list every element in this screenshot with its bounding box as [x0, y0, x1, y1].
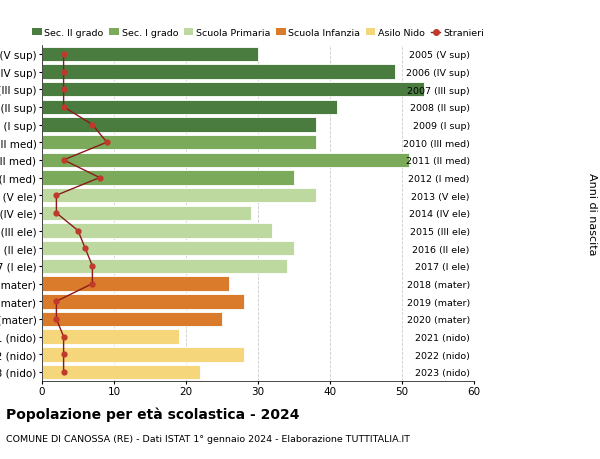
Bar	[42, 312, 222, 326]
Legend: Sec. II grado, Sec. I grado, Scuola Primaria, Scuola Infanzia, Asilo Nido, Stran: Sec. II grado, Sec. I grado, Scuola Prim…	[32, 29, 484, 38]
Text: Popolazione per età scolastica - 2024: Popolazione per età scolastica - 2024	[6, 406, 299, 421]
Bar	[42, 101, 337, 115]
Bar	[42, 224, 272, 238]
Bar	[42, 241, 294, 256]
Bar	[42, 330, 179, 344]
Bar	[42, 189, 316, 203]
Bar	[42, 206, 251, 221]
Text: Anni di nascita: Anni di nascita	[587, 172, 597, 255]
Text: COMUNE DI CANOSSA (RE) - Dati ISTAT 1° gennaio 2024 - Elaborazione TUTTITALIA.IT: COMUNE DI CANOSSA (RE) - Dati ISTAT 1° g…	[6, 434, 410, 443]
Bar	[42, 83, 424, 97]
Bar	[42, 65, 395, 79]
Bar	[42, 277, 229, 291]
Bar	[42, 171, 294, 185]
Bar	[42, 47, 258, 62]
Bar	[42, 118, 316, 133]
Bar	[42, 153, 409, 168]
Bar	[42, 347, 244, 362]
Bar	[42, 136, 316, 150]
Bar	[42, 365, 200, 380]
Bar	[42, 294, 244, 309]
Bar	[42, 259, 287, 274]
